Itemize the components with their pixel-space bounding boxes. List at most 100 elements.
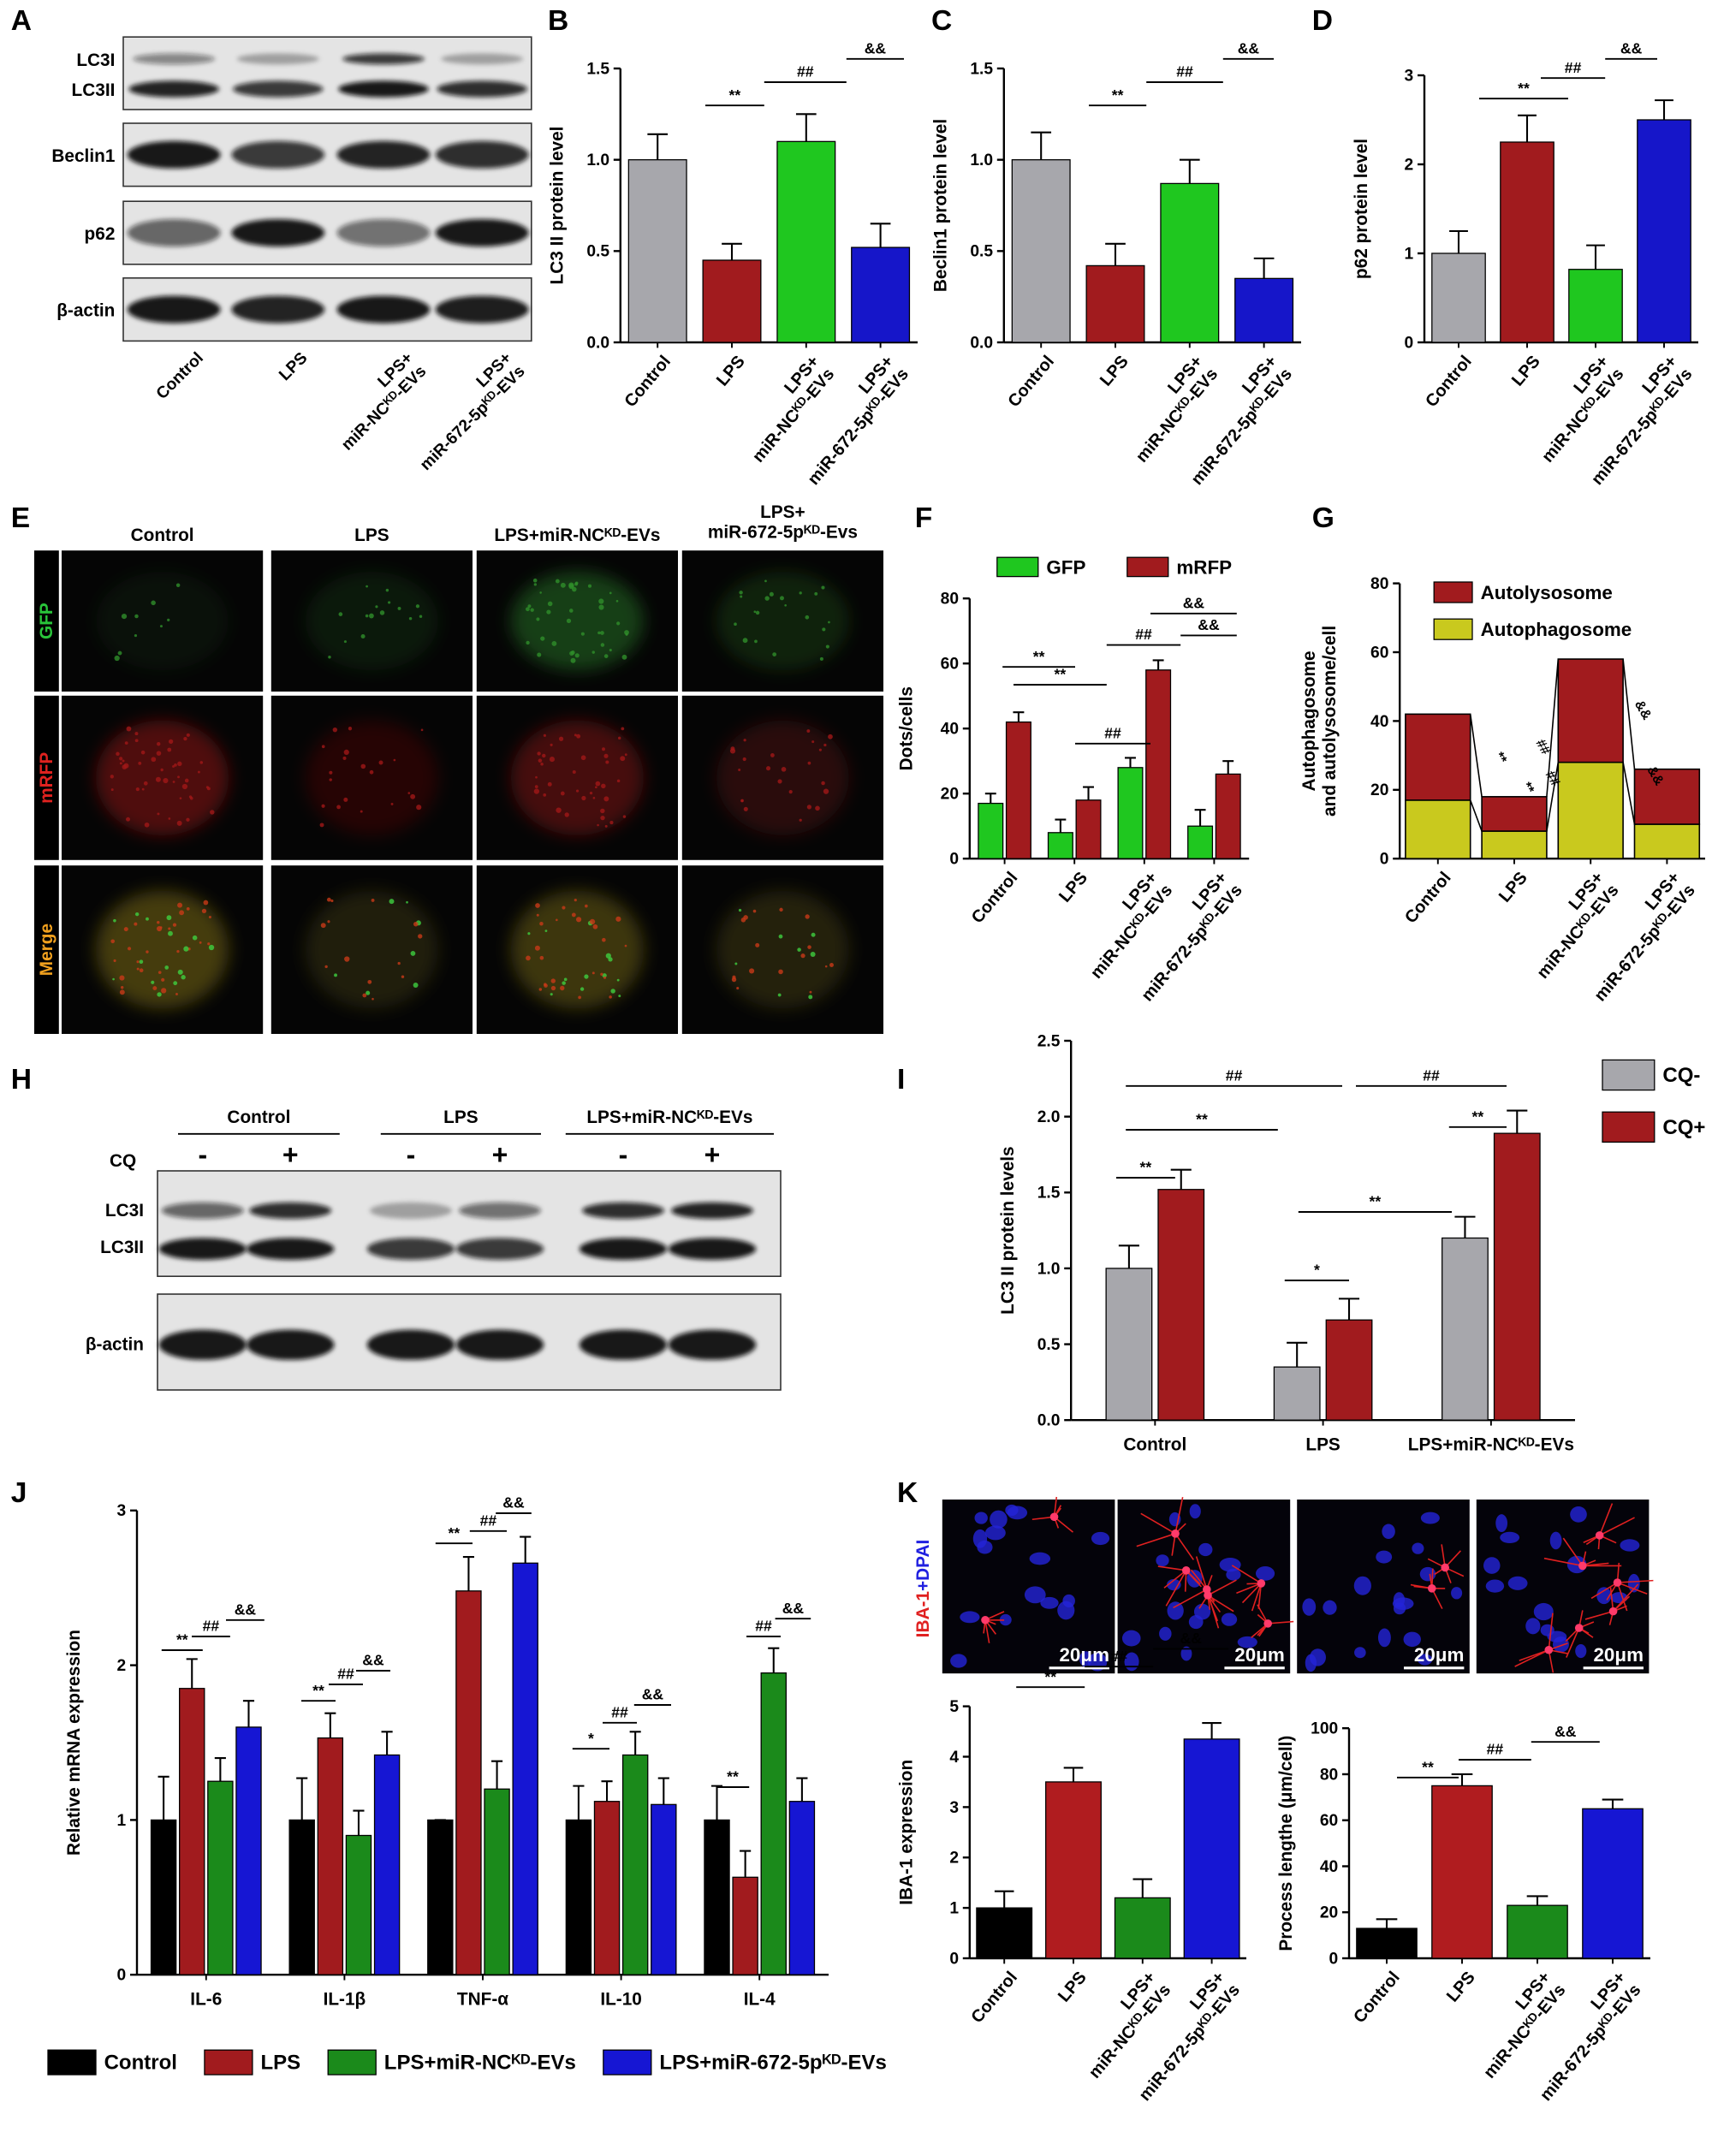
puncta	[568, 582, 574, 588]
puncta	[601, 783, 606, 789]
y-axis-label: Relative mRNA expression	[64, 1630, 84, 1856]
nucleus	[960, 1611, 980, 1624]
bar	[512, 1562, 538, 1975]
puncta	[572, 769, 576, 774]
y-tick-label: 1	[117, 1812, 127, 1830]
microglia-process	[1207, 1579, 1237, 1596]
puncta	[823, 788, 829, 794]
significance: *	[1314, 1262, 1320, 1279]
microglia-process	[1548, 1613, 1554, 1650]
error-bar	[1125, 757, 1136, 768]
puncta	[134, 912, 140, 917]
blot-band	[668, 1329, 757, 1360]
puncta	[742, 757, 746, 762]
puncta	[536, 617, 540, 621]
puncta	[558, 736, 564, 741]
puncta	[140, 750, 146, 755]
nucleus	[1121, 1630, 1141, 1647]
puncta	[799, 591, 802, 595]
puncta	[372, 997, 374, 1001]
nucleus	[1533, 1602, 1554, 1621]
y-tick-label: 20	[941, 786, 959, 804]
cell-body	[95, 720, 229, 835]
blot-band	[247, 1329, 335, 1360]
y-tick-label: 80	[1320, 1766, 1338, 1784]
puncta	[406, 900, 408, 904]
y-tick-label: 80	[941, 591, 959, 609]
puncta	[734, 962, 738, 965]
bar	[593, 1801, 621, 1975]
puncta	[167, 747, 172, 752]
puncta	[413, 921, 419, 927]
puncta	[755, 610, 760, 615]
puncta	[362, 993, 367, 998]
puncta	[173, 981, 178, 986]
significance: **	[1044, 1668, 1056, 1685]
blot-band	[437, 80, 527, 98]
puncta	[410, 793, 416, 799]
microglia-process	[1616, 1582, 1628, 1612]
puncta	[326, 897, 331, 902]
nucleus	[1226, 1568, 1241, 1581]
nucleus	[1483, 1557, 1501, 1574]
bar	[1507, 1904, 1568, 1959]
puncta	[348, 727, 353, 731]
nucleus	[1353, 1576, 1371, 1595]
puncta	[556, 918, 558, 922]
microglia-process	[1157, 1565, 1186, 1571]
error-bar	[1449, 229, 1468, 253]
microglia-process	[1562, 1537, 1584, 1566]
puncta	[743, 739, 746, 742]
legend-label: CQ-	[1662, 1064, 1700, 1087]
error-bar	[601, 1780, 613, 1802]
error-bar	[710, 1785, 723, 1820]
puncta	[814, 591, 818, 596]
puncta	[116, 751, 120, 757]
panel-label: H	[11, 1064, 32, 1096]
puncta	[539, 591, 542, 594]
error-bar	[870, 223, 891, 248]
error-bar	[1179, 158, 1200, 184]
puncta	[177, 902, 183, 908]
blot-band	[336, 140, 431, 169]
puncta	[560, 582, 566, 588]
puncta	[375, 605, 378, 609]
error-bar	[1586, 244, 1605, 270]
puncta	[778, 934, 783, 939]
blot-band	[579, 1238, 668, 1260]
blot-band	[441, 53, 524, 65]
puncta	[144, 822, 150, 828]
puncta	[566, 618, 572, 623]
puncta	[159, 926, 163, 929]
significance: **	[1196, 1111, 1208, 1128]
puncta	[550, 978, 556, 983]
puncta	[329, 770, 333, 775]
blot-lane-label: LPS+miR-NCᴷᴰ-EVs	[325, 349, 431, 454]
significance: &&	[1554, 1723, 1577, 1740]
puncta	[600, 631, 604, 635]
puncta	[772, 652, 777, 656]
puncta	[563, 977, 568, 982]
nucleus	[1575, 1644, 1587, 1659]
puncta	[777, 993, 782, 997]
bar	[1356, 1927, 1418, 1959]
microglia-process	[1163, 1570, 1187, 1589]
bar	[1005, 721, 1031, 859]
error-bar	[214, 1757, 226, 1782]
puncta	[610, 989, 615, 994]
x-tick-label: LPS+miR-NCᴷᴰ-EVs	[734, 352, 838, 466]
microglia-soma	[1574, 1624, 1584, 1632]
puncta	[543, 734, 546, 737]
column-label: LPS	[354, 526, 389, 545]
bar-segment	[1557, 658, 1624, 763]
bar	[851, 246, 911, 343]
puncta	[134, 922, 138, 926]
bar	[760, 1672, 787, 1975]
puncta	[752, 909, 757, 913]
puncta	[166, 915, 172, 921]
y-tick-label: 0	[949, 1950, 959, 1968]
blot-band	[133, 53, 216, 65]
puncta	[184, 778, 189, 783]
text-line: and autolysosome/cell	[1320, 626, 1340, 817]
